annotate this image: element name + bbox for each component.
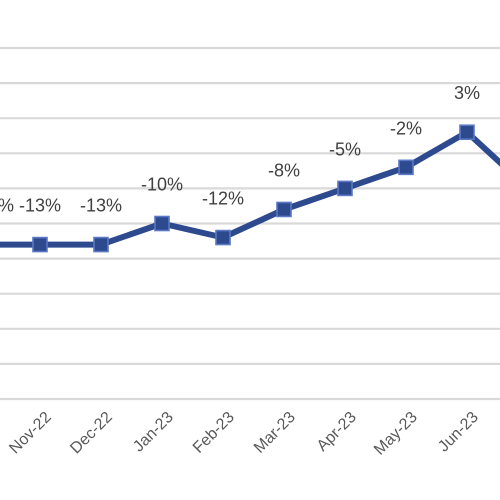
data-point-marker (93, 236, 109, 253)
x-tick-label: Apr-23 (314, 409, 360, 455)
x-tick-label: Jun-23 (435, 409, 482, 456)
data-point-marker (276, 201, 292, 218)
x-tick-label: Feb-23 (190, 409, 238, 457)
x-tick-label: May-23 (371, 409, 421, 459)
data-point-marker (154, 215, 170, 232)
data-label: -10% (141, 175, 183, 195)
x-tick-label: Nov-22 (6, 409, 55, 458)
data-label: -5% (329, 139, 361, 159)
series-layer (0, 124, 500, 253)
x-axis-tick-labels: Nov-22 Dec-22 Jan-23 Feb-23 Mar-23 Apr-23 May-… (6, 409, 482, 459)
data-label: -13% (19, 196, 61, 216)
data-label: -8% (268, 160, 300, 180)
series-line (0, 129, 500, 248)
data-point-marker (337, 180, 353, 197)
x-tick-label: Jan-23 (130, 409, 177, 456)
data-label: -13% (80, 196, 122, 216)
data-point-marker (215, 229, 231, 246)
data-point-marker (459, 124, 475, 141)
data-label: -2% (390, 118, 422, 138)
x-tick-label: Dec-22 (67, 409, 116, 458)
data-label: % (0, 196, 14, 216)
data-point-marker (32, 236, 48, 253)
data-label: 3% (454, 83, 480, 103)
data-labels: %-13%-13%-10%-12%-8%-5%-2%3% (0, 83, 480, 215)
data-point-marker (398, 159, 414, 176)
x-tick-label: Mar-23 (251, 409, 299, 457)
data-label: -12% (202, 189, 244, 209)
